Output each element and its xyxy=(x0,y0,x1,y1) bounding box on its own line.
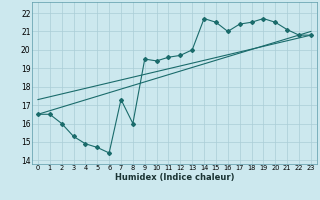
X-axis label: Humidex (Indice chaleur): Humidex (Indice chaleur) xyxy=(115,173,234,182)
